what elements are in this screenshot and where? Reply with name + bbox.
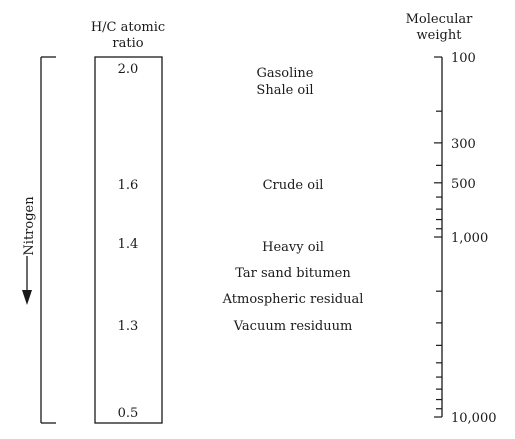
molecular-weight-axis: Molecular weight 100 300 500 1,000 10,00… [406, 12, 497, 426]
hc-value-1-3: 1.3 [118, 319, 139, 334]
nitrogen-arrow-head [22, 290, 32, 305]
mw-tick-label-10000: 10,000 [451, 411, 497, 426]
product-crude-oil: Crude oil [263, 178, 324, 193]
product-labels: Gasoline Shale oil Crude oil Heavy oil T… [222, 66, 364, 334]
product-tar-sand-bitumen: Tar sand bitumen [235, 266, 351, 281]
mw-tick-label-100: 100 [451, 51, 476, 66]
mw-tick-labels: 100 300 500 1,000 10,000 [451, 51, 497, 426]
product-heavy-oil: Heavy oil [262, 240, 324, 255]
mw-tick-label-1000: 1,000 [451, 231, 488, 246]
hc-header-line2: ratio [112, 36, 143, 51]
mw-tick-label-300: 300 [451, 137, 476, 152]
product-shale-oil: Shale oil [256, 83, 313, 98]
product-gasoline: Gasoline [256, 66, 313, 81]
hc-ratio-column: H/C atomic ratio 2.0 1.6 1.4 1.3 0.5 [91, 20, 165, 424]
hc-ratio-box [94, 56, 163, 424]
mw-header-line1: Molecular [406, 12, 474, 27]
hc-value-0-5: 0.5 [118, 406, 139, 421]
nitrogen-label: Nitrogen [22, 196, 37, 256]
mw-tick-label-500: 500 [451, 177, 476, 192]
hc-value-1-4: 1.4 [118, 237, 139, 252]
nitrogen-indicator: Nitrogen [22, 56, 56, 424]
hc-header-line1: H/C atomic [91, 20, 165, 35]
hc-value-1-6: 1.6 [118, 178, 139, 193]
mw-ticks [434, 56, 442, 418]
product-vacuum-residuum: Vacuum residuum [233, 319, 353, 334]
product-atmospheric-residual: Atmospheric residual [222, 292, 364, 307]
hc-value-2-0: 2.0 [118, 62, 139, 77]
mw-header-line2: weight [417, 28, 463, 43]
